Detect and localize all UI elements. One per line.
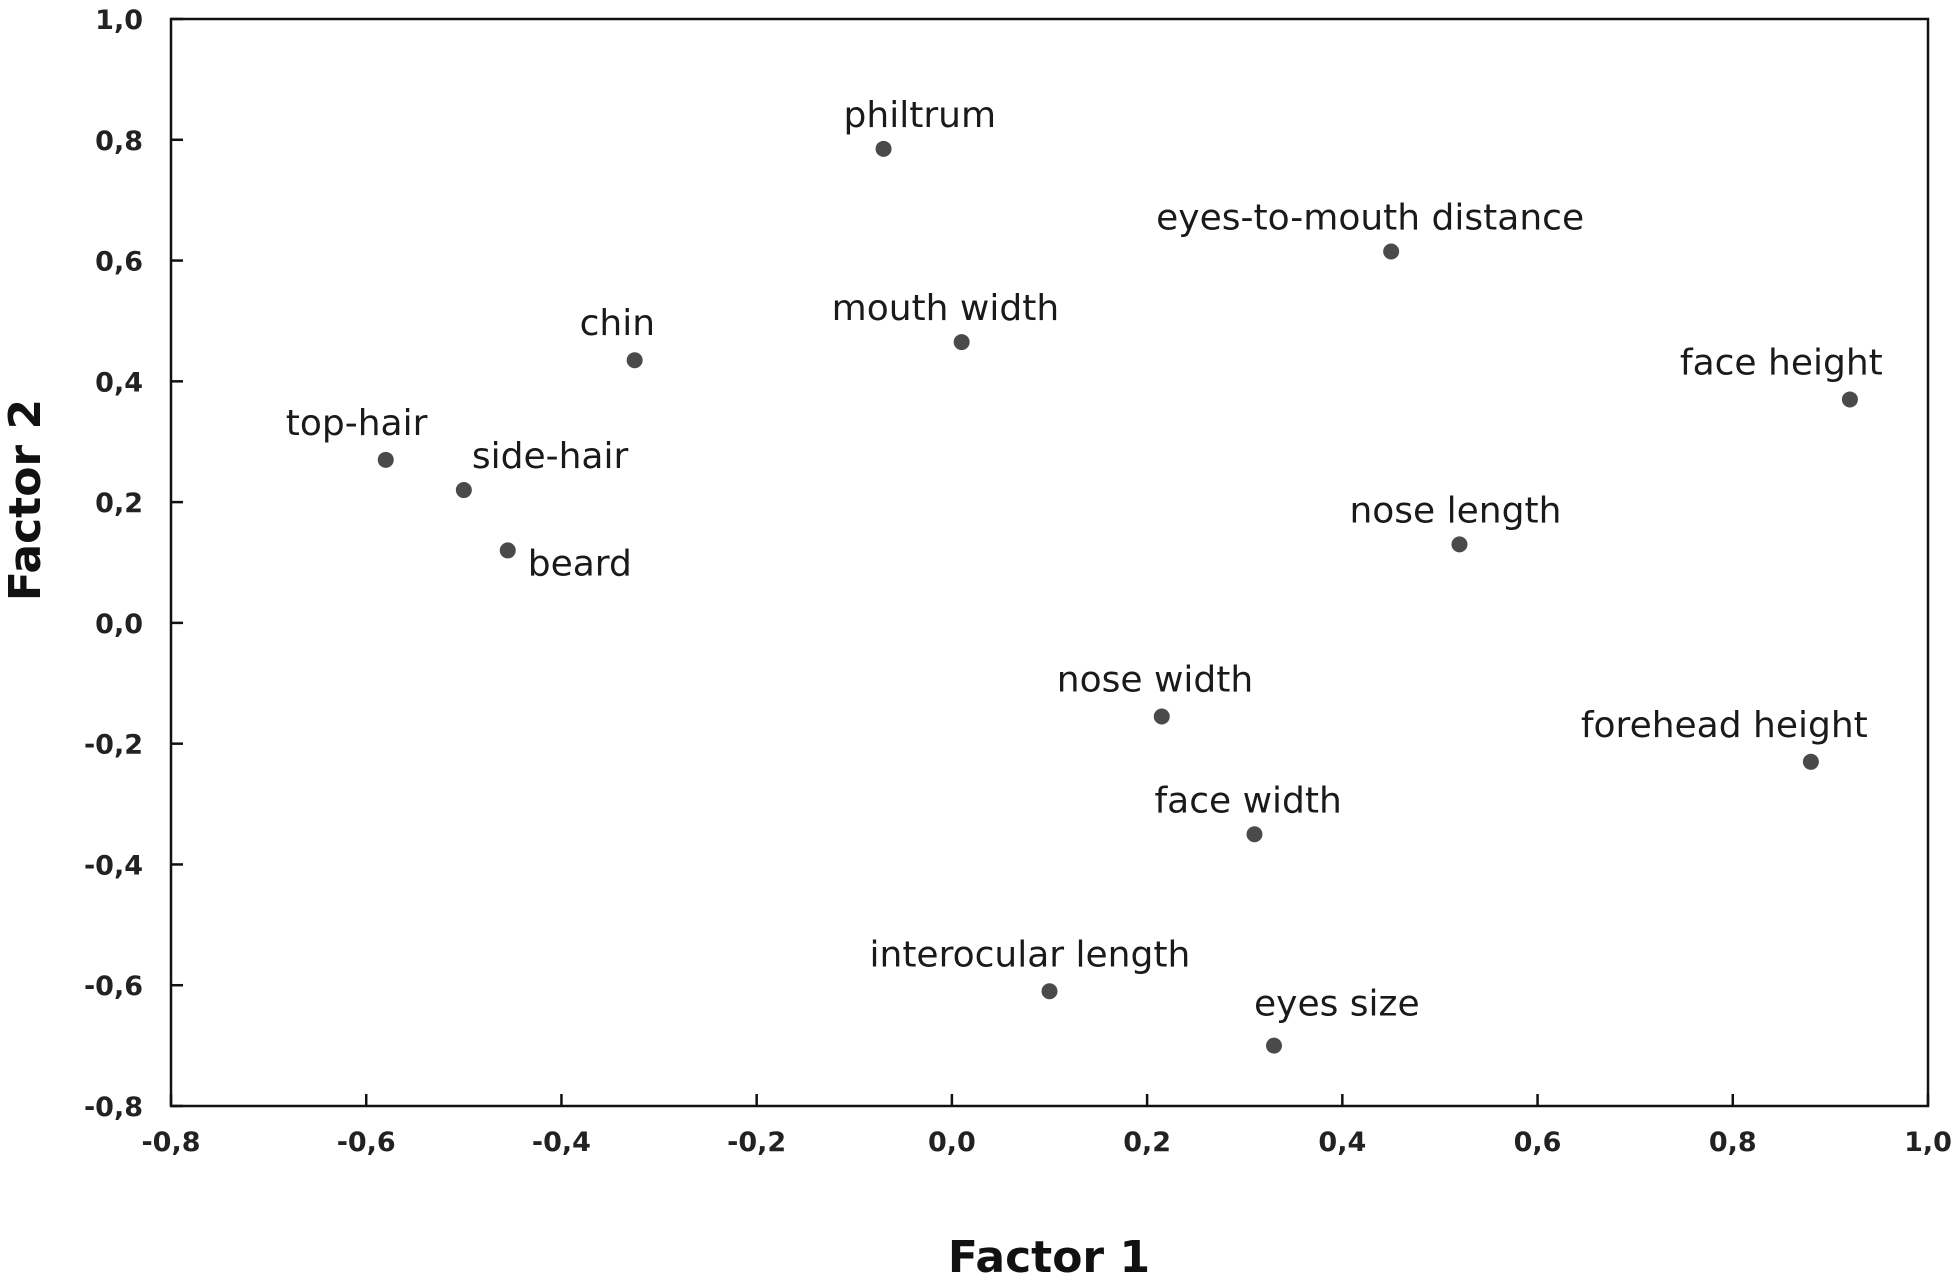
scatter-point [626, 352, 643, 369]
y-tick-label: 0,2 [95, 488, 143, 519]
scatter-point [1041, 983, 1058, 1000]
x-tick-label: -0,2 [727, 1127, 786, 1158]
point-label: side-hair [472, 436, 629, 477]
x-tick-label: 0,6 [1514, 1127, 1562, 1158]
scatter-point [1383, 243, 1400, 260]
scatter-point [953, 334, 970, 351]
x-tick-label: -0,4 [532, 1127, 591, 1158]
scatter-point [455, 482, 472, 499]
point-label: beard [528, 543, 632, 584]
point-label: nose length [1349, 490, 1561, 531]
point-label: interocular length [870, 934, 1191, 975]
y-tick-label: -0,8 [84, 1092, 143, 1123]
y-tick-label: 0,8 [95, 126, 143, 157]
scatter-point [1451, 536, 1468, 553]
x-tick-label: 0,2 [1123, 1127, 1171, 1158]
point-label: eyes-to-mouth distance [1156, 197, 1584, 238]
scatter-point [875, 140, 892, 157]
point-label: mouth width [832, 288, 1060, 329]
point-label: face width [1154, 780, 1341, 821]
scatter-point [1153, 708, 1170, 725]
y-axis: -0,8 -0,6 -0,4 -0,2 0,0 0,2 0,4 0,6 0,8 1,0 [84, 5, 183, 1123]
scatter-point [499, 542, 516, 559]
scatter-point [1266, 1037, 1283, 1054]
point-label: nose width [1057, 659, 1253, 700]
y-tick-label: 0,0 [95, 609, 143, 640]
x-tick-label: 0,4 [1318, 1127, 1366, 1158]
x-tick-label: -0,6 [337, 1127, 396, 1158]
y-tick-label: -0,4 [84, 850, 143, 881]
scatter-point [1802, 753, 1819, 770]
plot-frame [169, 17, 1930, 1108]
y-tick-label: 1,0 [95, 5, 143, 36]
y-tick-label: -0,2 [84, 730, 143, 761]
point-label: face height [1680, 342, 1883, 383]
point-label: chin [580, 303, 655, 344]
point-label: eyes size [1254, 984, 1420, 1025]
y-tick-label: 0,4 [95, 367, 143, 398]
y-tick-label: -0,6 [84, 971, 143, 1002]
x-tick-label: -0,8 [141, 1127, 200, 1158]
point-label: top-hair [286, 403, 428, 444]
point-label: forehead height [1581, 705, 1868, 746]
data-points: philtrum eyes-to-mouth distance chin mouth … [286, 95, 1883, 1054]
scatter-point [1841, 391, 1858, 408]
y-tick-label: 0,6 [95, 247, 143, 278]
y-axis-title: Factor 2 [0, 399, 51, 601]
x-tick-label: 1,0 [1904, 1127, 1952, 1158]
x-tick-label: 0,8 [1709, 1127, 1757, 1158]
point-label: philtrum [844, 95, 996, 136]
scatter-point [377, 451, 394, 468]
x-axis: -0,8 -0,6 -0,4 -0,2 0,0 0,2 0,4 0,6 0,8 1,0 [141, 1094, 1952, 1158]
x-axis-title: Factor 1 [948, 1232, 1150, 1283]
scatter-point [1246, 826, 1263, 843]
x-tick-label: 0,0 [928, 1127, 976, 1158]
